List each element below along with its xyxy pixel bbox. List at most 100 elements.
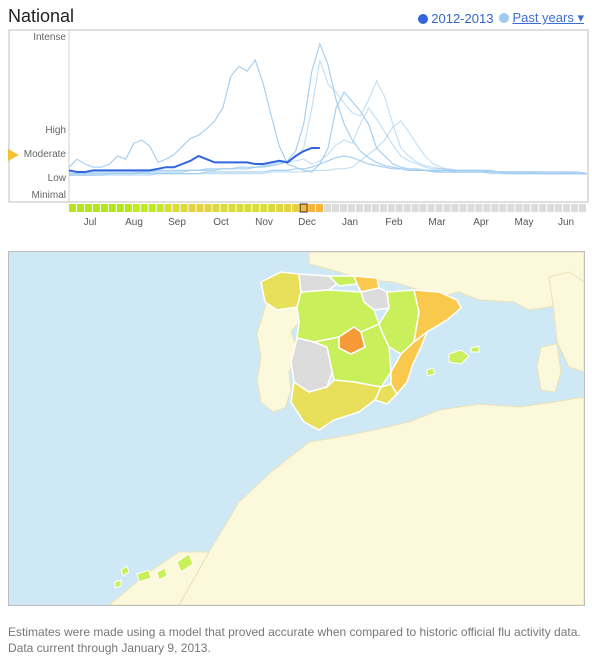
month-label-jul: Jul bbox=[84, 217, 97, 228]
region-valencia bbox=[390, 329, 429, 396]
level-label-high: High bbox=[45, 125, 66, 136]
strip-week-3[interactable] bbox=[92, 204, 100, 212]
strip-week-4[interactable] bbox=[100, 204, 108, 212]
strip-week-30[interactable] bbox=[308, 204, 316, 212]
strip-week-64[interactable] bbox=[579, 204, 586, 212]
strip-week-16[interactable] bbox=[196, 204, 204, 212]
land-italy-corsica bbox=[548, 271, 584, 373]
strip-week-29[interactable] bbox=[299, 203, 308, 213]
strip-week-20[interactable] bbox=[228, 204, 236, 212]
strip-week-46[interactable] bbox=[435, 204, 443, 212]
strip-week-37[interactable] bbox=[363, 204, 371, 212]
level-label-low: Low bbox=[48, 173, 67, 184]
strip-week-22[interactable] bbox=[244, 204, 252, 212]
past-years-toggle[interactable]: Past years ▾ bbox=[499, 10, 584, 26]
strip-week-60[interactable] bbox=[547, 204, 555, 212]
past-season-line-6 bbox=[69, 119, 587, 176]
region-canary-5 bbox=[114, 579, 122, 589]
month-label-sep: Sep bbox=[168, 217, 186, 228]
strip-week-7[interactable] bbox=[124, 204, 132, 212]
strip-week-47[interactable] bbox=[443, 204, 451, 212]
strip-week-41[interactable] bbox=[395, 204, 403, 212]
strip-week-15[interactable] bbox=[188, 204, 196, 212]
strip-week-8[interactable] bbox=[132, 204, 140, 212]
current-season-label: 2012-2013 bbox=[431, 10, 494, 26]
strip-week-39[interactable] bbox=[379, 204, 387, 212]
strip-week-31[interactable] bbox=[316, 204, 323, 212]
strip-week-17[interactable] bbox=[204, 204, 212, 212]
strip-week-62[interactable] bbox=[563, 204, 571, 212]
current-level-marker-icon bbox=[8, 149, 19, 161]
strip-week-11[interactable] bbox=[156, 204, 164, 212]
region-balearic-mallorca bbox=[448, 349, 470, 365]
strip-week-13[interactable] bbox=[172, 204, 180, 212]
strip-week-0[interactable] bbox=[69, 204, 76, 212]
strip-week-56[interactable] bbox=[515, 204, 523, 212]
region-canary-4 bbox=[176, 553, 194, 573]
month-label-jan: Jan bbox=[342, 217, 358, 228]
month-label-mar: Mar bbox=[428, 217, 446, 228]
footnote: Estimates were made using a model that p… bbox=[8, 625, 581, 655]
strip-week-27[interactable] bbox=[284, 204, 292, 212]
strip-week-35[interactable] bbox=[347, 204, 355, 212]
strip-week-40[interactable] bbox=[387, 204, 395, 212]
strip-week-54[interactable] bbox=[499, 204, 507, 212]
current-season-toggle[interactable]: 2012-2013 bbox=[418, 11, 493, 26]
strip-week-23[interactable] bbox=[252, 204, 260, 212]
page-title: National bbox=[8, 6, 75, 26]
strip-week-51[interactable] bbox=[475, 204, 483, 212]
strip-week-44[interactable] bbox=[419, 204, 427, 212]
strip-week-25[interactable] bbox=[268, 204, 276, 212]
strip-week-45[interactable] bbox=[427, 204, 435, 212]
level-labels: Intense High Moderate Low Minimal bbox=[24, 32, 67, 201]
strip-week-53[interactable] bbox=[491, 204, 499, 212]
season-legend: 2012-2013 Past years ▾ bbox=[418, 10, 584, 26]
strip-week-63[interactable] bbox=[571, 204, 579, 212]
strip-week-21[interactable] bbox=[236, 204, 244, 212]
strip-week-2[interactable] bbox=[84, 204, 92, 212]
region-balearic-ibiza bbox=[426, 367, 436, 377]
strip-week-61[interactable] bbox=[555, 204, 563, 212]
strip-week-49[interactable] bbox=[459, 204, 467, 212]
strip-week-28[interactable] bbox=[292, 204, 300, 212]
strip-week-6[interactable] bbox=[116, 204, 124, 212]
strip-week-14[interactable] bbox=[180, 204, 188, 212]
region-canary-2 bbox=[136, 569, 152, 583]
region-canary-1 bbox=[120, 565, 130, 577]
strip-week-59[interactable] bbox=[539, 204, 547, 212]
activity-strip bbox=[69, 203, 586, 213]
strip-week-33[interactable] bbox=[332, 204, 339, 212]
level-label-intense: Intense bbox=[33, 32, 66, 43]
strip-week-55[interactable] bbox=[507, 204, 515, 212]
month-labels: Jul Aug Sep Oct Nov Dec Jan Feb Mar Apr May Jun bbox=[84, 217, 574, 228]
strip-week-1[interactable] bbox=[77, 204, 84, 212]
strip-week-57[interactable] bbox=[523, 204, 531, 212]
strip-week-26[interactable] bbox=[276, 204, 284, 212]
strip-week-10[interactable] bbox=[148, 204, 156, 212]
strip-week-5[interactable] bbox=[108, 204, 116, 212]
past-years-link[interactable]: Past years ▾ bbox=[512, 10, 584, 25]
strip-week-50[interactable] bbox=[467, 204, 475, 212]
strip-week-19[interactable] bbox=[220, 204, 228, 212]
month-label-apr: Apr bbox=[473, 217, 489, 228]
strip-week-32[interactable] bbox=[324, 204, 331, 212]
land-sardinia bbox=[536, 343, 562, 393]
strip-week-9[interactable] bbox=[140, 204, 148, 212]
month-label-oct: Oct bbox=[213, 217, 229, 228]
strip-week-58[interactable] bbox=[531, 204, 539, 212]
month-label-may: May bbox=[515, 217, 534, 228]
strip-week-42[interactable] bbox=[403, 204, 411, 212]
strip-week-12[interactable] bbox=[164, 204, 172, 212]
strip-week-52[interactable] bbox=[483, 204, 491, 212]
current-season-dot-icon bbox=[418, 13, 429, 24]
strip-week-38[interactable] bbox=[371, 204, 379, 212]
strip-week-48[interactable] bbox=[451, 204, 459, 212]
strip-week-18[interactable] bbox=[212, 204, 220, 212]
strip-week-34[interactable] bbox=[340, 204, 347, 212]
current-series-line bbox=[68, 147, 320, 173]
plot-area bbox=[8, 29, 589, 203]
spain-region-map bbox=[8, 251, 585, 606]
strip-week-36[interactable] bbox=[355, 204, 363, 212]
strip-week-43[interactable] bbox=[411, 204, 419, 212]
strip-week-24[interactable] bbox=[260, 204, 268, 212]
